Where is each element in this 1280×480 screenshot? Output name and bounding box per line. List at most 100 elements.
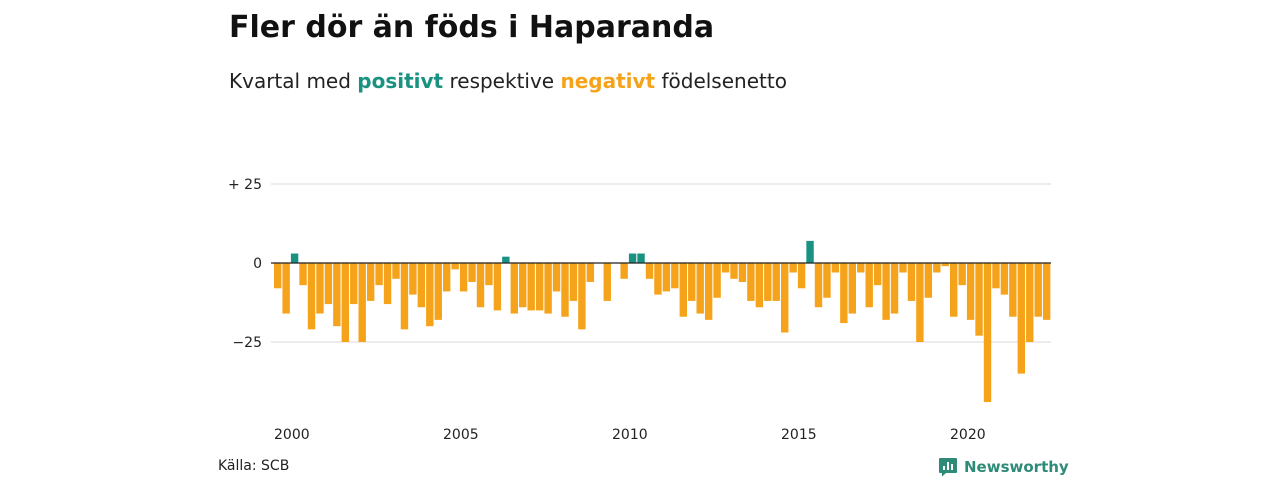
- bar-negative: [451, 263, 459, 270]
- bar-negative: [383, 263, 392, 305]
- newsworthy-logo-icon: [939, 458, 957, 477]
- bar-positive: [628, 253, 637, 263]
- bar-negative: [907, 263, 916, 301]
- bar-negative: [586, 263, 595, 282]
- bar-negative: [848, 263, 856, 314]
- y-tick-label: −25: [232, 335, 262, 351]
- bar-negative: [350, 263, 358, 305]
- bar-negative: [781, 263, 789, 333]
- brand-name: Newsworthy: [964, 458, 1069, 476]
- bar-negative: [645, 263, 654, 279]
- subtitle-positive-word: positivt: [357, 69, 444, 93]
- bar-negative: [966, 263, 975, 320]
- bar-negative: [274, 263, 282, 289]
- bar-negative: [426, 263, 434, 327]
- bar-negative: [941, 263, 949, 267]
- y-tick-label: 0: [253, 256, 262, 272]
- bar-negative: [738, 263, 747, 282]
- bar-negative: [1034, 263, 1042, 317]
- bar-negative: [983, 263, 992, 403]
- bar-negative: [476, 263, 485, 308]
- subtitle-middle: respektive: [443, 69, 561, 93]
- bar-negative: [1000, 263, 1009, 295]
- bar-negative: [1009, 263, 1017, 317]
- bar-negative: [519, 263, 527, 308]
- bar-negative: [544, 263, 552, 314]
- bar-negative: [873, 263, 882, 286]
- bar-positive: [290, 253, 299, 263]
- bar-negative: [857, 263, 865, 273]
- bar-negative: [704, 263, 713, 320]
- bar-negative: [696, 263, 704, 314]
- bar-negative: [307, 263, 316, 330]
- bar-negative: [400, 263, 409, 330]
- bar-negative: [1042, 263, 1051, 320]
- bar-negative: [493, 263, 502, 311]
- bar-negative: [654, 263, 662, 295]
- bars: [274, 240, 1051, 403]
- bar-negative: [823, 263, 831, 298]
- subtitle-suffix: födelsenetto: [655, 69, 787, 93]
- bar-negative: [840, 263, 848, 324]
- bar-negative: [535, 263, 544, 311]
- y-axis-labels: + 25 0 −25: [228, 177, 262, 351]
- bar-negative: [890, 263, 899, 314]
- bar-negative: [1026, 263, 1034, 342]
- bar-negative: [916, 263, 924, 342]
- bar-chart: + 25 0 −25 2000 2005 2010 2015 2020: [228, 177, 1051, 443]
- bar-negative: [797, 263, 806, 289]
- bar-negative: [992, 263, 1000, 289]
- bar-negative: [561, 263, 569, 317]
- bar-negative: [578, 263, 586, 330]
- bar-negative: [662, 263, 671, 292]
- bar-positive: [806, 240, 814, 263]
- bar-negative: [485, 263, 493, 286]
- bar-negative: [679, 263, 687, 317]
- bar-negative: [358, 263, 366, 342]
- chart-title: Fler dör än föds i Haparanda: [229, 10, 715, 45]
- bar-negative: [865, 263, 873, 308]
- bar-negative: [899, 263, 907, 273]
- newsworthy-brand: Newsworthy: [938, 455, 1069, 479]
- bar-negative: [730, 263, 738, 279]
- bar-negative: [434, 263, 442, 320]
- bar-negative: [975, 263, 983, 336]
- source-note: Källa: SCB: [218, 458, 290, 474]
- bar-negative: [603, 263, 611, 301]
- subtitle-prefix: Kvartal med: [229, 69, 358, 93]
- bar-negative: [417, 263, 426, 308]
- bar-negative: [333, 263, 341, 327]
- bar-negative: [409, 263, 417, 295]
- bar-negative: [1017, 263, 1025, 374]
- x-tick-label: 2015: [781, 427, 817, 443]
- bar-positive: [502, 256, 510, 263]
- bar-negative: [764, 263, 772, 301]
- x-tick-label: 2000: [274, 427, 310, 443]
- bar-negative: [950, 263, 958, 317]
- bar-positive: [637, 253, 645, 263]
- bar-negative: [958, 263, 966, 286]
- bar-negative: [468, 263, 476, 282]
- bar-negative: [459, 263, 468, 292]
- bar-negative: [747, 263, 755, 301]
- bar-negative: [392, 263, 400, 279]
- bar-negative: [772, 263, 780, 301]
- bar-negative: [282, 263, 290, 314]
- bar-negative: [882, 263, 890, 320]
- bar-negative: [443, 263, 451, 292]
- bar-negative: [831, 263, 840, 273]
- bar-negative: [366, 263, 375, 301]
- bar-negative: [510, 263, 518, 314]
- x-tick-label: 2020: [950, 427, 986, 443]
- bar-negative: [316, 263, 324, 314]
- x-axis-labels: 2000 2005 2010 2015 2020: [274, 427, 986, 443]
- bar-negative: [552, 263, 561, 292]
- bar-negative: [933, 263, 941, 273]
- bar-negative: [620, 263, 628, 279]
- bar-negative: [688, 263, 696, 301]
- y-tick-label: + 25: [228, 177, 262, 193]
- bar-negative: [671, 263, 679, 289]
- bar-negative: [721, 263, 730, 273]
- bar-negative: [569, 263, 578, 301]
- bar-negative: [814, 263, 823, 308]
